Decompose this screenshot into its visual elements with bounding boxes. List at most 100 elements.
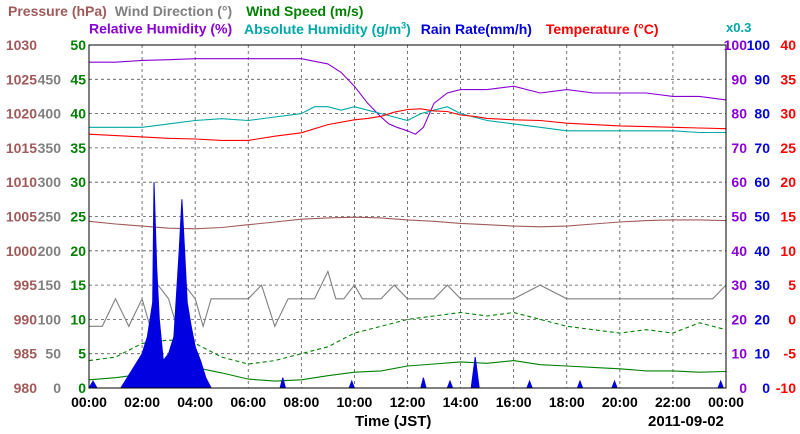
tick-temperature: -10	[776, 380, 796, 396]
tick-rain-rate: 100	[747, 37, 771, 53]
tick-x: 00:00	[71, 394, 107, 410]
series-temperature	[88, 108, 727, 141]
tick-pressure: 1015	[6, 140, 37, 156]
tick-rain-rate: 60	[754, 174, 770, 190]
tick-x: 14:00	[443, 394, 479, 410]
tick-x: 22:00	[655, 394, 691, 410]
tick-wind-speed: 10	[70, 311, 86, 327]
tick-rain-rate: 50	[754, 209, 770, 225]
tick-wind-speed: 45	[70, 71, 86, 87]
tick-wind-speed: 5	[78, 346, 86, 362]
series-relative-humidity	[89, 58, 727, 135]
tick-wind-speed: 25	[70, 209, 86, 225]
tick-pressure: 985	[14, 346, 38, 362]
tick-rain-rate: 10	[754, 346, 770, 362]
tick-rel-humidity: 60	[731, 174, 747, 190]
tick-rel-humidity: 40	[731, 243, 747, 259]
tick-rain-rate: 80	[754, 106, 770, 122]
tick-rel-humidity: 0	[739, 380, 747, 396]
tick-wind-speed: 35	[70, 140, 86, 156]
tick-wind-dir: 50	[45, 346, 61, 362]
tick-pressure: 1025	[6, 71, 37, 87]
tick-pressure: 1005	[6, 209, 37, 225]
tick-wind-speed: 20	[70, 243, 86, 259]
tick-pressure: 990	[14, 311, 38, 327]
legend-relative-humidity: Relative Humidity (%)	[89, 20, 233, 37]
tick-wind-dir: 0	[53, 380, 61, 396]
series-wind-speed-gust	[88, 311, 727, 365]
date-label: 2011-09-02	[648, 413, 724, 430]
tick-pressure: 1000	[6, 243, 37, 259]
series-layer	[88, 58, 727, 389]
tick-rel-humidity: 90	[731, 71, 747, 87]
tick-rain-rate: 70	[754, 140, 770, 156]
tick-rel-humidity: 30	[731, 277, 747, 293]
tick-wind-dir: 100	[38, 311, 62, 327]
series-wind-direction	[89, 269, 727, 329]
tick-temperature: 35	[780, 71, 796, 87]
tick-rel-humidity: 10	[731, 346, 747, 362]
tick-x: 08:00	[283, 394, 319, 410]
legend-row-2: Relative Humidity (%) Absolute Humidity …	[89, 20, 659, 37]
tick-pressure: 1010	[6, 174, 37, 190]
tick-rel-humidity: 50	[731, 209, 747, 225]
tick-wind-dir: 350	[38, 140, 62, 156]
series-pressure	[88, 216, 727, 230]
legend-absolute-humidity: Absolute Humidity (g/m3)	[244, 20, 411, 37]
legend-row-1: Pressure (hPa) Wind Direction (°) Wind S…	[8, 3, 363, 19]
tick-x: 16:00	[496, 394, 532, 410]
tick-temperature: 10	[780, 243, 796, 259]
tick-wind-speed: 0	[78, 380, 86, 396]
tick-wind-dir: 400	[38, 106, 62, 122]
tick-wind-speed: 40	[70, 106, 86, 122]
tick-x: 06:00	[230, 394, 266, 410]
tick-temperature: -5	[784, 346, 797, 362]
series-absolute-humidity	[89, 106, 726, 134]
tick-temperature: 15	[780, 209, 796, 225]
tick-rel-humidity: 100	[724, 37, 748, 53]
tick-wind-speed: 50	[70, 37, 86, 53]
legend-abs-scale: x0.3	[726, 20, 752, 35]
tick-temperature: 0	[788, 311, 796, 327]
tick-wind-dir: 300	[38, 174, 62, 190]
tick-x: 04:00	[177, 394, 213, 410]
tick-x: 18:00	[549, 394, 585, 410]
tick-pressure: 1020	[6, 106, 37, 122]
tick-rel-humidity: 70	[731, 140, 747, 156]
chart-grid	[89, 45, 726, 388]
tick-x: 02:00	[124, 394, 160, 410]
tick-pressure: 980	[14, 380, 38, 396]
plot-frame	[88, 44, 727, 389]
tick-rain-rate: 90	[754, 71, 770, 87]
tick-wind-dir: 150	[38, 277, 62, 293]
legend-rain-rate: Rain Rate(mm/h)	[420, 20, 532, 37]
tick-rain-rate: 20	[754, 311, 770, 327]
legend-temperature: Temperature (°C)	[545, 20, 659, 37]
tick-rain-rate: 0	[762, 380, 770, 396]
tick-temperature: 30	[780, 106, 796, 122]
tick-temperature: 20	[780, 174, 796, 190]
legend-pressure: Pressure (hPa)	[8, 3, 107, 19]
tick-rain-rate: 30	[754, 277, 770, 293]
tick-wind-speed: 15	[70, 277, 86, 293]
tick-wind-dir: 250	[38, 209, 62, 225]
ticks-layer: 1030102510201015101010051000995990985980…	[6, 37, 796, 410]
tick-wind-dir: 450	[38, 71, 62, 87]
x-axis-label: Time (JST)	[355, 413, 432, 430]
tick-rel-humidity: 80	[731, 106, 747, 122]
tick-temperature: 5	[788, 277, 796, 293]
tick-temperature: 25	[780, 140, 796, 156]
tick-x: 12:00	[390, 394, 426, 410]
tick-temperature: 40	[780, 37, 796, 53]
tick-x: 20:00	[602, 394, 638, 410]
tick-wind-speed: 30	[70, 174, 86, 190]
legend-wind-speed: Wind Speed (m/s)	[246, 3, 364, 19]
tick-rel-humidity: 20	[731, 311, 747, 327]
tick-pressure: 995	[14, 277, 38, 293]
tick-x: 00:00	[708, 394, 744, 410]
tick-pressure: 1030	[6, 37, 37, 53]
tick-rain-rate: 40	[754, 243, 770, 259]
legend-wind-direction: Wind Direction (°)	[114, 3, 233, 19]
tick-x: 10:00	[337, 394, 373, 410]
